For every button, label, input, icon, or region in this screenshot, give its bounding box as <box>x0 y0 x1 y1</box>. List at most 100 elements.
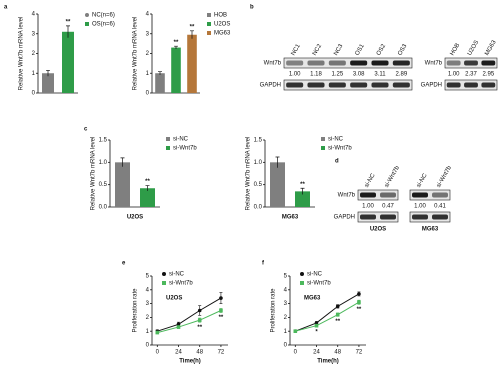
error-bar <box>275 156 280 168</box>
y-tick-label: 3 <box>32 31 36 37</box>
band-value: 1.00 <box>289 72 301 78</box>
lane-label: NC3 <box>333 43 345 57</box>
band-gapdh <box>286 82 304 88</box>
significance: * <box>315 330 318 336</box>
blot-caption: U2OS <box>370 227 386 233</box>
band <box>392 60 410 66</box>
legend-label: MG63 <box>214 31 231 37</box>
line <box>157 297 222 332</box>
marker <box>314 323 319 328</box>
row-label: Wnt7b <box>425 61 443 67</box>
bar <box>171 47 181 93</box>
bar <box>155 73 165 93</box>
y-tick-label: 0 <box>146 91 150 97</box>
band <box>286 60 304 66</box>
row-label: Wnt7b <box>338 193 356 199</box>
marker <box>219 296 223 300</box>
y-tick-label: 1.0 <box>99 160 108 166</box>
bar <box>295 191 310 207</box>
significance: ** <box>174 40 179 46</box>
x-tick-label: 0 <box>294 350 298 356</box>
lane-label: OS2 <box>376 43 388 57</box>
marker <box>207 22 211 26</box>
y-tick-label: 1 <box>284 329 288 335</box>
band <box>481 60 496 66</box>
bar <box>115 162 130 207</box>
y-tick-label: 1 <box>32 71 36 77</box>
marker <box>335 304 340 309</box>
legend-label: si-Wnt7b <box>328 146 352 152</box>
x-axis-label: Time(h) <box>317 359 339 365</box>
band <box>360 192 376 198</box>
band-gapdh <box>392 82 410 88</box>
plot-label: U2OS <box>166 296 182 302</box>
error-bar <box>46 69 50 77</box>
y-tick-label: 5 <box>284 274 288 280</box>
error-bar <box>300 187 305 195</box>
marker <box>293 329 298 333</box>
legend-label: si-NC <box>328 137 344 143</box>
band-gapdh <box>432 214 448 220</box>
y-tick-label: 0.0 <box>99 205 108 211</box>
legend-label: NC(n=6) <box>92 13 115 19</box>
error-bar <box>145 185 150 191</box>
row-label: Wnt7b <box>264 61 282 67</box>
x-axis-label: U2OS <box>127 215 143 221</box>
significance: ** <box>66 19 71 25</box>
blot-frame <box>409 189 451 201</box>
y-axis-label: Relative Wnt7b mRNA level <box>91 137 97 211</box>
band <box>307 60 325 66</box>
blot-caption: MG63 <box>422 227 439 233</box>
band-value: 1.00 <box>448 72 460 78</box>
lane-label: NC2 <box>312 43 324 57</box>
y-tick-label: 3 <box>146 31 150 37</box>
blot-frame <box>357 211 399 223</box>
significance: ** <box>357 307 362 313</box>
band-gapdh <box>350 82 368 88</box>
marker <box>314 321 319 325</box>
y-axis-label: Relative Wnt7b mRNA level <box>133 17 139 91</box>
band <box>328 60 346 66</box>
row-label: GAPDH <box>421 83 442 89</box>
x-tick-label: 48 <box>334 350 341 356</box>
y-tick-label: 4 <box>32 12 36 18</box>
band-value: 2.89 <box>395 72 407 78</box>
blot-frame <box>357 189 399 201</box>
y-tick-label: 2 <box>146 51 150 57</box>
y-tick-label: 5 <box>146 274 150 280</box>
marker <box>357 292 361 296</box>
marker <box>321 137 325 141</box>
bar <box>140 188 155 207</box>
lane-label: si-NC <box>364 172 377 189</box>
y-axis-label: Relative Wnt7b mRNA level <box>19 17 25 91</box>
marker <box>176 322 181 327</box>
bar <box>187 34 197 93</box>
error-bar <box>66 25 70 38</box>
y-tick-label: 0 <box>284 343 288 349</box>
band-value: 1.25 <box>331 72 343 78</box>
lane-label: U2OS <box>467 40 480 57</box>
band <box>446 60 461 66</box>
band-value: 1.00 <box>362 204 374 210</box>
legend-label: HOB <box>214 13 227 19</box>
band-value: 0.47 <box>382 204 394 210</box>
band-gapdh <box>371 82 389 88</box>
blot-frame <box>283 79 413 91</box>
y-tick-label: 3 <box>146 301 150 307</box>
marker <box>300 281 304 285</box>
y-tick-label: 0.5 <box>254 182 263 188</box>
line <box>295 301 360 332</box>
y-tick-label: 0 <box>146 343 150 349</box>
marker <box>197 318 202 322</box>
lane-label: OS3 <box>397 43 409 57</box>
marker <box>197 308 202 313</box>
marker <box>162 281 166 285</box>
band-gapdh <box>412 214 428 220</box>
band-gapdh <box>360 214 376 220</box>
blot-frame <box>409 211 451 223</box>
marker <box>335 312 340 317</box>
band <box>432 192 448 198</box>
y-tick-label: 0.5 <box>99 182 108 188</box>
marker <box>85 22 89 26</box>
